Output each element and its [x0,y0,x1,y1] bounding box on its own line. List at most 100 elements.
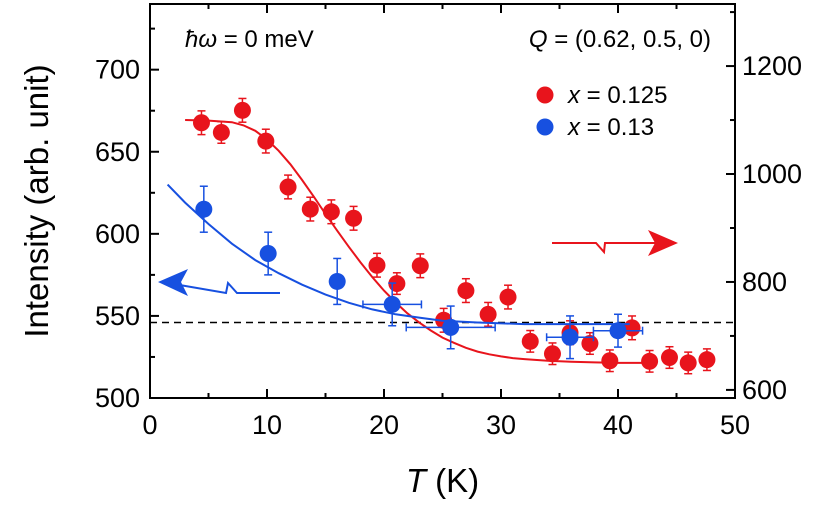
energy-annotation: ħω = 0 meV [185,26,314,53]
data-point-series-0 [679,351,697,375]
data-point-series-0 [233,97,251,123]
x-tick-label: 10 [252,410,282,440]
data-point-series-0 [279,174,297,200]
marker [543,345,561,363]
y-right-tick-label: 1200 [742,51,802,81]
data-point-series-0 [581,331,599,356]
y-left-tick-label: 550 [95,301,140,331]
x-tick-label: 50 [720,410,750,440]
data-point-series-0 [411,253,429,279]
data-point-series-0 [257,128,275,154]
plot-frame [149,3,736,399]
data-point-series-0 [368,252,386,278]
data-point-series-1 [195,185,213,233]
data-point-series-0 [192,110,210,136]
y-left-tick-label: 650 [95,137,140,167]
q-value: = (0.62, 0.5, 0) [548,26,711,53]
y-right-tick-label: 1000 [742,159,802,189]
data-point-series-1 [259,231,277,276]
marker [457,282,475,300]
marker [521,332,539,350]
q-symbol: Q [529,26,548,53]
data-point-series-0 [457,277,475,304]
text-layer: 0 10 20 30 40 50 500 550 600 650 700 600 800 1000 1200… [18,26,802,499]
energy-value: = 0 meV [217,26,314,53]
x-axis-symbol: T [406,462,429,499]
data-point-series-0 [698,348,716,372]
marker [233,101,251,119]
marker [641,352,659,370]
marker [660,349,678,367]
marker [301,200,319,218]
x-tick-label: 30 [486,410,516,440]
marker [698,351,716,369]
marker [279,178,297,196]
x-tick-label: 20 [369,410,399,440]
data-point-series-0 [543,342,561,366]
left-axis-arrow [167,280,280,295]
marker [561,328,579,346]
data-point-series-0 [601,349,619,373]
marker [257,132,275,150]
marker [442,318,460,336]
left-axis-arrowhead [158,269,188,296]
data-point-series-0 [301,196,319,222]
x-tick-label: 0 [142,410,157,440]
marker [609,322,627,340]
data-point-series-1 [362,282,423,327]
y-right-tick-label: 800 [742,267,787,297]
data-point-series-0 [521,329,539,353]
marker [601,352,619,370]
y-axis-title: Intensity (arb. unit) [18,64,55,337]
right-axis-arrowhead [648,230,678,256]
fit-curve-series-0 [185,119,648,364]
axes-layer [149,3,736,399]
data-point-series-1 [405,305,496,350]
x-tick-label: 40 [603,410,633,440]
right-axis-arrow [552,242,655,255]
legend-value: = 0.125 [580,82,667,109]
y-right-tick-label: 600 [742,375,787,405]
data-point-series-0 [641,349,659,373]
legend-value: = 0.13 [580,114,654,141]
legend-symbol: x [567,114,581,141]
legend-label-series-1: x = 0.13 [567,114,654,141]
legend-label-series-0: x = 0.125 [567,82,667,109]
data-point-series-0 [212,120,230,144]
marker [345,209,363,227]
y-left-tick-label: 600 [95,219,140,249]
data-point-series-1 [592,313,644,348]
data-point-series-0 [345,205,363,231]
marker [623,319,641,337]
marker [259,245,277,263]
data-layer [150,97,735,375]
marker [195,200,213,218]
marker [322,203,340,221]
marker [499,288,517,306]
marker [383,295,401,313]
marker [328,272,346,290]
fit-curve-series-1 [166,183,630,326]
energy-symbol: ħω [185,26,217,53]
y-left-tick-label: 700 [95,55,140,85]
legend-marker-series-0 [536,86,554,104]
marker [679,354,697,372]
data-point-series-1 [545,315,595,360]
legend-symbol: x [567,82,581,109]
x-axis-title: T (K) [406,462,479,499]
marker [212,123,230,141]
marker [368,256,386,274]
marker [411,257,429,275]
y-left-tick-label: 500 [95,383,140,413]
marker [479,305,497,323]
data-point-series-0 [660,345,678,370]
data-point-series-1 [328,257,346,306]
data-point-series-0 [623,315,641,341]
x-axis-unit: (K) [426,462,479,499]
data-point-series-0 [499,284,517,310]
marker [192,114,210,132]
legend-marker-series-1 [536,118,554,136]
q-annotation: Q = (0.62, 0.5, 0) [529,26,711,53]
